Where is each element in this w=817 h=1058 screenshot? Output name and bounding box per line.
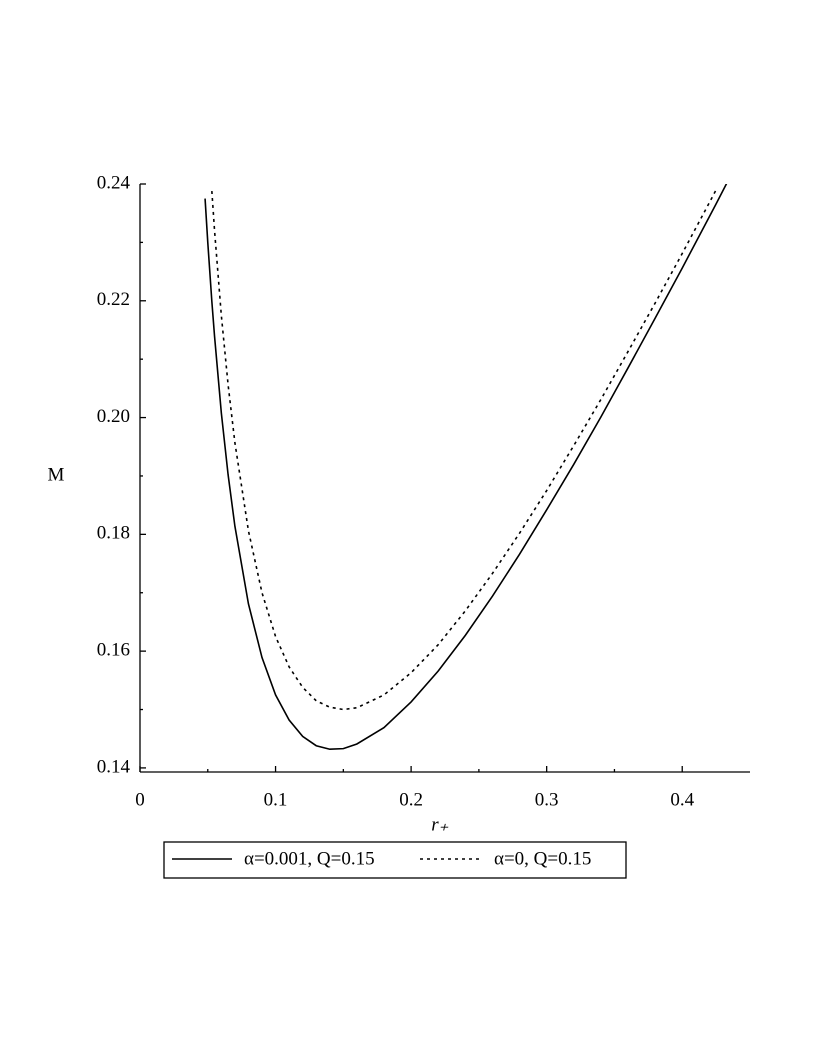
y-tick-label: 0.18 [97, 523, 130, 544]
y-tick-label: 0.14 [97, 756, 131, 777]
x-tick-label: 0.3 [535, 789, 559, 810]
legend-label: α=0.001, Q=0.15 [244, 848, 375, 869]
x-tick-label: 0.4 [670, 789, 694, 810]
y-tick-label: 0.22 [97, 289, 130, 310]
plot-area [204, 184, 728, 751]
series-line [211, 189, 717, 711]
y-tick-label: 0.16 [97, 639, 130, 660]
x-tick-label: 0.2 [399, 789, 423, 810]
x-axis-label: r₊ [431, 814, 448, 835]
x-tick-label: 0 [135, 789, 145, 810]
y-axis-label: M [48, 464, 65, 485]
x-tick-label: 0.1 [264, 789, 288, 810]
legend-label: α=0, Q=0.15 [494, 848, 591, 869]
series-line [204, 184, 728, 751]
y-tick-label: 0.24 [97, 172, 131, 193]
legend-box [163, 841, 627, 879]
y-tick-label: 0.20 [97, 406, 130, 427]
